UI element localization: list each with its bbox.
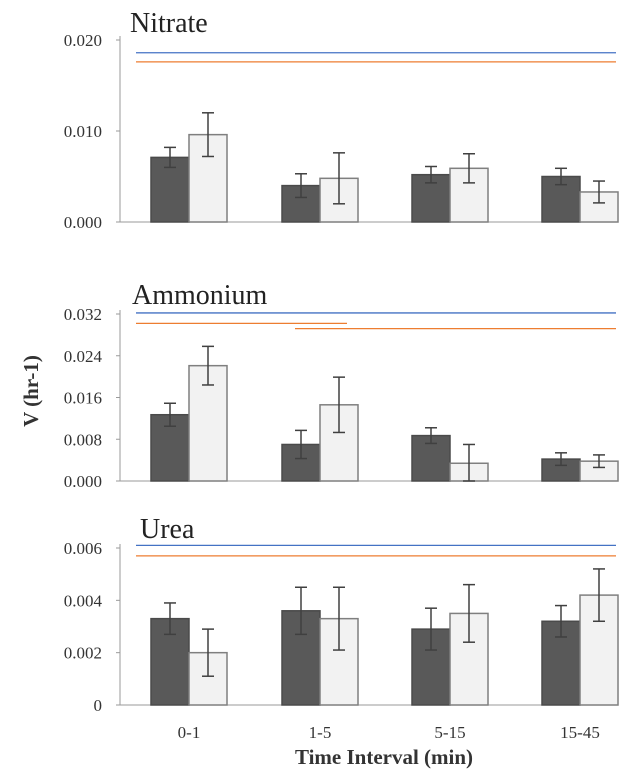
x-axis-title: Time Interval (min) [295, 745, 473, 769]
x-category-label: 1-5 [309, 723, 332, 742]
panel-title: Nitrate [130, 8, 208, 39]
y-tick-label: 0.006 [64, 539, 102, 558]
y-tick-label: 0.032 [64, 305, 102, 324]
x-category-label: 15-45 [560, 723, 600, 742]
y-tick-label: 0.024 [64, 347, 103, 366]
y-tick-label: 0.000 [64, 472, 102, 491]
y-tick-label: 0.010 [64, 122, 102, 141]
x-category-label: 5-15 [434, 723, 465, 742]
y-tick-label: 0.000 [64, 213, 102, 232]
y-tick-label: 0 [94, 696, 103, 715]
y-axis-title: V (hr-1) [19, 355, 43, 427]
bar-series-1-0-1 [150, 156, 190, 223]
panel-title: Ammonium [132, 280, 268, 311]
y-tick-label: 0.002 [64, 644, 102, 663]
y-tick-label: 0.016 [64, 389, 102, 408]
y-tick-label: 0.004 [64, 591, 103, 610]
y-tick-label: 0.008 [64, 430, 102, 449]
x-category-label: 0-1 [178, 723, 201, 742]
y-tick-label: 0.020 [64, 31, 102, 50]
panel-title: Urea [140, 514, 195, 545]
